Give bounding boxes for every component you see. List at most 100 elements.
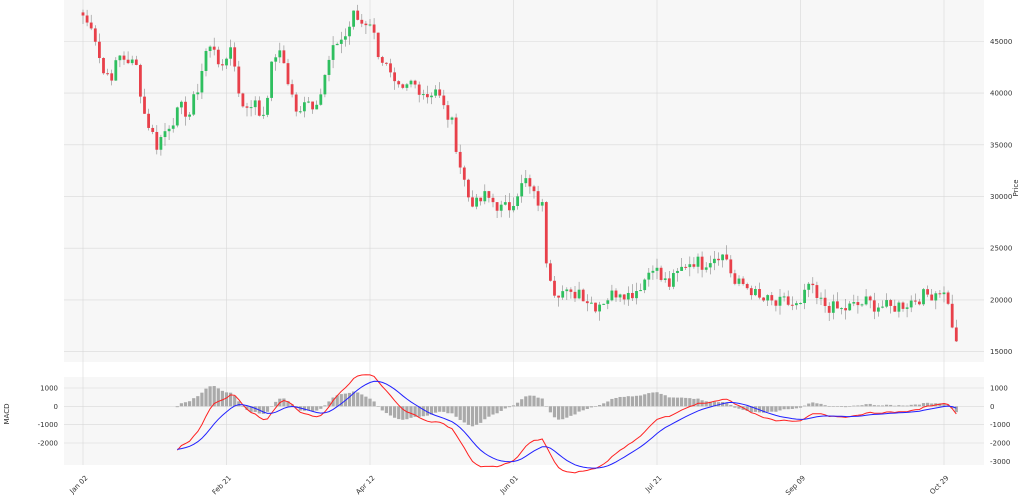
candle-body bbox=[257, 100, 261, 116]
candle-body bbox=[856, 302, 860, 306]
candle-body bbox=[626, 292, 630, 300]
macd-histogram-bar bbox=[926, 402, 930, 407]
macd-histogram-bar bbox=[585, 406, 589, 409]
date-tick-label: Feb 21 bbox=[211, 474, 233, 496]
macd-histogram-bar bbox=[614, 397, 618, 407]
candle-body bbox=[380, 57, 384, 63]
candle-body bbox=[389, 63, 392, 73]
candle-body bbox=[508, 202, 511, 211]
candle-body bbox=[475, 197, 478, 207]
macd-histogram-bar bbox=[565, 406, 569, 418]
candle-body bbox=[922, 289, 925, 305]
candle-body bbox=[823, 297, 827, 306]
candle-body bbox=[483, 191, 487, 202]
macd-histogram-bar bbox=[401, 406, 405, 420]
candle-body bbox=[930, 294, 934, 301]
candle-body bbox=[503, 202, 507, 205]
candle-body bbox=[852, 302, 856, 304]
macd-histogram-bar bbox=[249, 406, 253, 412]
macd-histogram-bar bbox=[712, 401, 716, 407]
candle-body bbox=[221, 64, 224, 66]
macd-histogram-bar bbox=[520, 399, 524, 407]
macd-panel bbox=[64, 377, 984, 465]
macd-histogram-bar bbox=[319, 406, 323, 409]
candle-body bbox=[225, 58, 228, 66]
macd-histogram-bar bbox=[839, 406, 844, 407]
candle-body bbox=[233, 47, 237, 67]
candle-body bbox=[860, 304, 864, 306]
candle-body bbox=[659, 267, 663, 280]
macd-histogram-bar bbox=[794, 406, 798, 409]
candle-body bbox=[438, 89, 442, 96]
candle-body bbox=[754, 288, 757, 296]
candle-body bbox=[749, 288, 753, 296]
candle-body bbox=[950, 303, 954, 328]
macd-tick-label-left: 0 bbox=[54, 403, 58, 411]
candle-body bbox=[606, 300, 610, 304]
candle-body bbox=[557, 295, 560, 298]
candle-body bbox=[729, 259, 733, 274]
macd-histogram-bar bbox=[745, 406, 749, 411]
candle-body bbox=[245, 106, 249, 108]
macd-histogram-bar bbox=[675, 397, 680, 407]
macd-histogram-bar bbox=[454, 406, 458, 417]
macd-histogram-bar bbox=[487, 406, 491, 417]
candle-body bbox=[807, 283, 811, 290]
candle-body bbox=[774, 300, 778, 306]
macd-histogram-bar bbox=[491, 406, 495, 415]
macd-histogram-bar bbox=[954, 406, 958, 413]
macd-histogram-bar bbox=[844, 406, 848, 408]
macd-histogram-bar bbox=[503, 406, 507, 409]
macd-histogram-bar bbox=[671, 397, 675, 407]
macd-histogram-bar bbox=[200, 392, 204, 407]
macd-histogram-bar bbox=[930, 403, 934, 407]
macd-histogram-bar bbox=[376, 406, 380, 407]
macd-histogram-bar bbox=[475, 406, 479, 425]
macd-histogram-bar bbox=[450, 406, 454, 414]
date-tick-label: Oct 29 bbox=[928, 474, 950, 496]
candle-body bbox=[954, 327, 958, 342]
candle-body bbox=[446, 105, 450, 120]
macd-histogram-bar bbox=[483, 406, 487, 420]
candle-body bbox=[643, 279, 647, 291]
macd-histogram-bar bbox=[409, 406, 413, 418]
candle-body bbox=[151, 127, 155, 132]
candle-body bbox=[143, 96, 146, 114]
macd-histogram-bar bbox=[511, 405, 516, 407]
price-tick-label: 40000 bbox=[990, 90, 1012, 98]
macd-histogram-bar bbox=[528, 395, 532, 407]
macd-histogram-bar bbox=[561, 406, 565, 420]
candle-body bbox=[614, 290, 618, 298]
candle-body bbox=[208, 46, 212, 51]
candle-body bbox=[926, 289, 929, 295]
macd-histogram-bar bbox=[753, 406, 757, 412]
candle-body bbox=[868, 296, 872, 301]
candle-body bbox=[622, 294, 626, 300]
macd-histogram-bar bbox=[417, 406, 421, 417]
candle-body bbox=[889, 300, 893, 306]
candle-body bbox=[934, 293, 938, 301]
macd-histogram-bar bbox=[921, 403, 926, 407]
price-tick-label: 45000 bbox=[990, 38, 1012, 46]
candle-body bbox=[721, 254, 724, 261]
candle-body bbox=[430, 95, 433, 98]
candle-body bbox=[159, 137, 163, 150]
macd-histogram-bar bbox=[524, 396, 528, 407]
candle-body bbox=[298, 111, 302, 113]
macd-line bbox=[176, 374, 957, 474]
candle-body bbox=[344, 36, 347, 40]
candle-body bbox=[766, 295, 770, 301]
macd-histogram-bar bbox=[684, 397, 688, 407]
macd-histogram-bar bbox=[339, 394, 343, 407]
macd-histogram-bar bbox=[651, 392, 655, 407]
candle-body bbox=[827, 305, 831, 313]
candle-body bbox=[836, 301, 839, 309]
macd-histogram-bar bbox=[573, 406, 577, 415]
candle-body bbox=[602, 303, 606, 305]
date-tick-label: Jul 21 bbox=[643, 474, 663, 494]
macd-histogram-bar bbox=[507, 406, 511, 408]
candle-body bbox=[938, 293, 942, 295]
candle-body bbox=[155, 131, 159, 150]
price-tick-label: 25000 bbox=[990, 245, 1012, 253]
